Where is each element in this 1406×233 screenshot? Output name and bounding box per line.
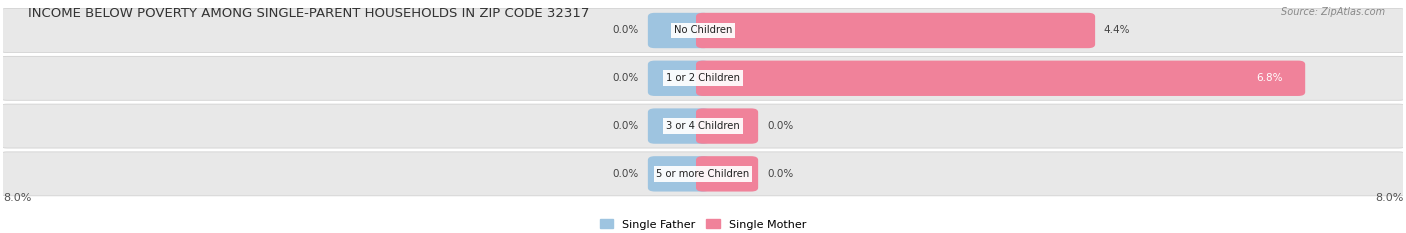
Text: 4.4%: 4.4% (1104, 25, 1130, 35)
Text: 3 or 4 Children: 3 or 4 Children (666, 121, 740, 131)
FancyBboxPatch shape (696, 13, 1095, 48)
Text: No Children: No Children (673, 25, 733, 35)
FancyBboxPatch shape (696, 108, 758, 144)
FancyBboxPatch shape (648, 108, 710, 144)
Text: Source: ZipAtlas.com: Source: ZipAtlas.com (1281, 7, 1385, 17)
FancyBboxPatch shape (0, 56, 1406, 100)
Text: 6.8%: 6.8% (1256, 73, 1282, 83)
Text: 8.0%: 8.0% (3, 193, 31, 203)
Text: 0.0%: 0.0% (613, 25, 640, 35)
Text: 0.0%: 0.0% (766, 169, 793, 179)
FancyBboxPatch shape (0, 9, 1406, 52)
Legend: Single Father, Single Mother: Single Father, Single Mother (596, 215, 810, 233)
Text: 5 or more Children: 5 or more Children (657, 169, 749, 179)
FancyBboxPatch shape (648, 61, 710, 96)
Text: 8.0%: 8.0% (1375, 193, 1403, 203)
Text: 0.0%: 0.0% (613, 121, 640, 131)
Text: 0.0%: 0.0% (613, 73, 640, 83)
Text: 0.0%: 0.0% (766, 121, 793, 131)
FancyBboxPatch shape (0, 152, 1406, 196)
FancyBboxPatch shape (648, 156, 710, 192)
FancyBboxPatch shape (648, 13, 710, 48)
FancyBboxPatch shape (0, 104, 1406, 148)
FancyBboxPatch shape (696, 156, 758, 192)
FancyBboxPatch shape (696, 61, 1305, 96)
Text: 1 or 2 Children: 1 or 2 Children (666, 73, 740, 83)
Text: 0.0%: 0.0% (613, 169, 640, 179)
Text: INCOME BELOW POVERTY AMONG SINGLE-PARENT HOUSEHOLDS IN ZIP CODE 32317: INCOME BELOW POVERTY AMONG SINGLE-PARENT… (28, 7, 589, 20)
